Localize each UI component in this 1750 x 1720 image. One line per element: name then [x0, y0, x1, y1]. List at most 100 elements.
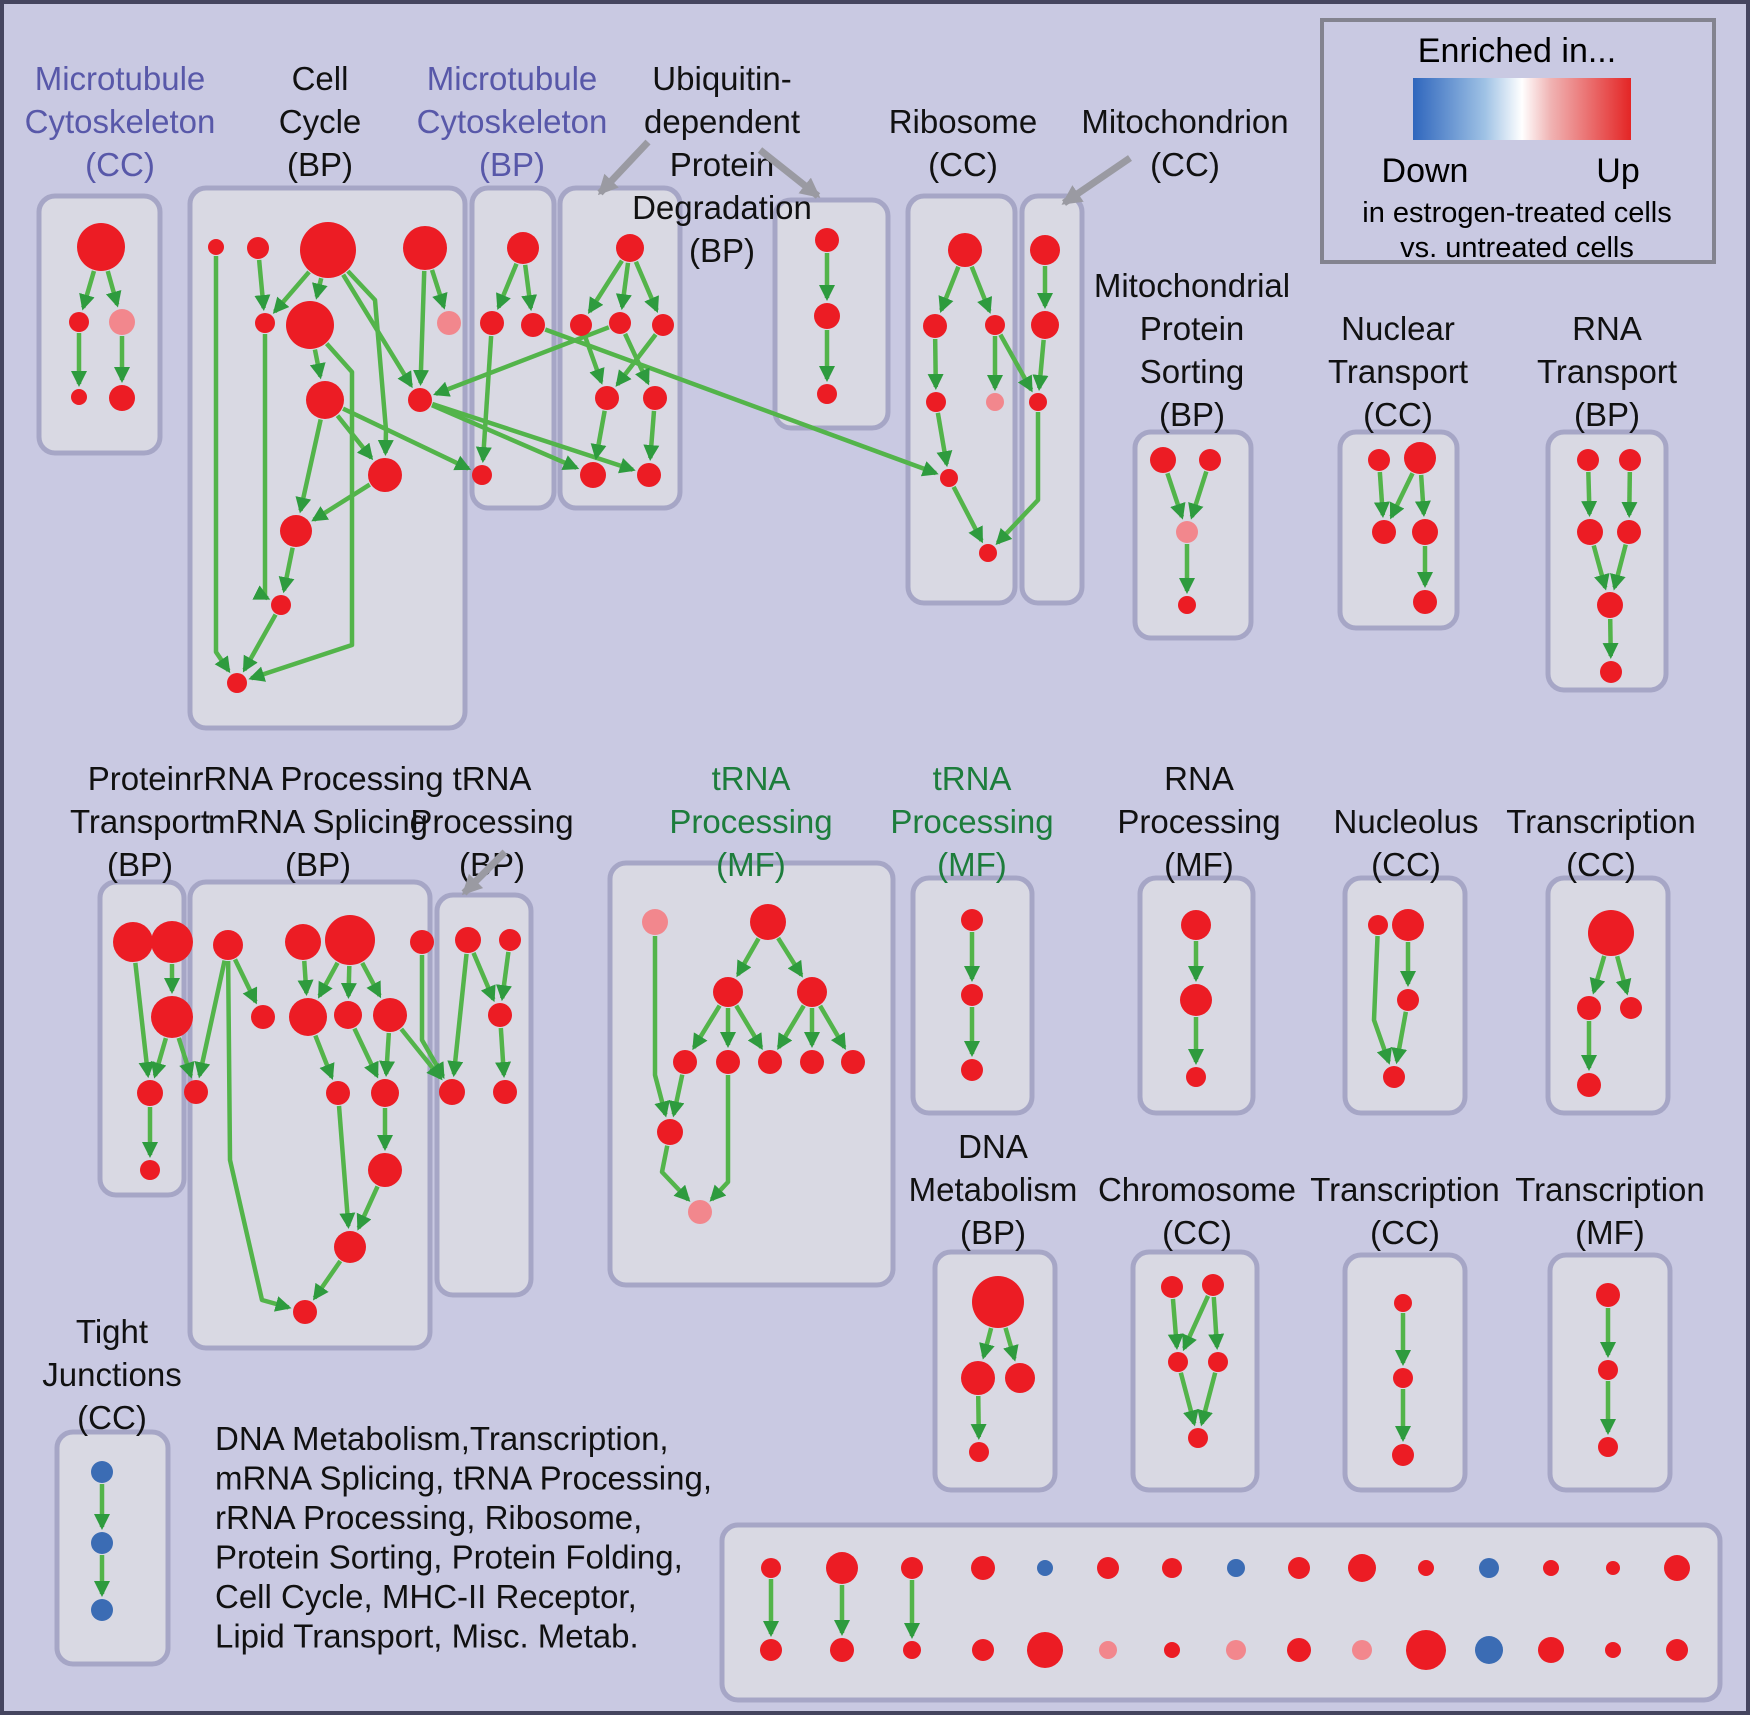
- go-term-node-h2: [1180, 984, 1212, 1016]
- legend-down-label: Down: [1382, 152, 1469, 190]
- legend-gradient-bar: [1413, 78, 1631, 140]
- edge-f2-f3: [735, 937, 761, 978]
- go-term-node-c12: [280, 515, 312, 547]
- legend-up-label: Up: [1596, 152, 1639, 190]
- go-term-node-d2: [961, 1361, 995, 1395]
- edge-c8-m4: [342, 406, 472, 471]
- label-pointer-arrow-1: [757, 147, 821, 199]
- go-term-node-q1: [1368, 449, 1390, 471]
- go-term-node-b4: [439, 1079, 465, 1105]
- edge-n3-n6: [317, 961, 340, 999]
- mixed-node-top-7: [1227, 1559, 1245, 1577]
- go-term-node-a4: [71, 389, 87, 405]
- go-term-node-r3: [985, 315, 1005, 335]
- go-term-node-u2: [609, 312, 631, 334]
- edge-n1-n13: [225, 960, 292, 1312]
- go-term-node-y3: [1598, 1437, 1618, 1457]
- edge-m2-m4: [475, 335, 494, 464]
- go-term-node-f5: [673, 1050, 697, 1074]
- go-term-node-q2: [1404, 442, 1436, 474]
- go-term-node-k1: [1161, 1276, 1183, 1298]
- mixed-node-top-11: [1479, 1558, 1499, 1578]
- go-term-node-n12: [334, 1231, 366, 1263]
- cluster-box-chromosome-box: [1130, 1249, 1260, 1493]
- mixed-node-top-8: [1288, 1557, 1310, 1579]
- go-term-node-r1: [948, 233, 982, 267]
- edge-f3-f5: [691, 1004, 722, 1051]
- edge-t4-t5: [1610, 544, 1628, 591]
- go-term-node-c4: [403, 226, 447, 270]
- go-term-node-f3: [713, 977, 743, 1007]
- go-term-node-n5: [251, 1005, 275, 1029]
- go-term-node-j3: [91, 1599, 113, 1621]
- edge-t2-t4: [1621, 471, 1638, 519]
- go-term-node-t5: [1597, 592, 1623, 618]
- go-term-node-u0: [616, 234, 644, 262]
- go-term-node-k4: [1208, 1352, 1228, 1372]
- legend: Enriched in... Down Up in estrogen-treat…: [1320, 18, 1716, 264]
- edge-b3-b5: [495, 1027, 512, 1079]
- go-term-node-f9: [841, 1050, 865, 1074]
- edge-n1-n5: [232, 958, 258, 1005]
- go-term-node-n11: [368, 1153, 402, 1187]
- cluster-label-dna-metabolism-bp: DNA Metabolism (BP): [909, 1128, 1078, 1251]
- edge-k1-k3: [1167, 1298, 1184, 1351]
- edge-n8-n10: [379, 1032, 396, 1078]
- go-term-node-c14: [227, 673, 247, 693]
- go-term-node-n7: [334, 1001, 362, 1029]
- go-term-node-q4: [1412, 519, 1438, 545]
- cluster-label-ubiquitin-dependent-protein-degradation-bp: Ubiquitin-dependent Protein Degradation (BP…: [632, 60, 812, 269]
- cluster-box-nuclear-transport-box: [1337, 429, 1460, 631]
- go-term-node-h1: [1181, 910, 1211, 940]
- cluster-box-tight-junctions-box: [54, 1429, 171, 1667]
- go-term-node-r7: [979, 544, 997, 562]
- cluster-label-trna-processing-mf-2: tRNA Processing (MF): [890, 760, 1053, 883]
- edge-p2-p3: [1188, 470, 1209, 520]
- mixed-node-bottom-0: [760, 1639, 782, 1661]
- go-term-node-c8: [306, 381, 344, 419]
- go-term-node-a3: [109, 309, 135, 335]
- edge-d1-d2: [979, 1327, 995, 1360]
- go-term-node-q3: [1372, 520, 1396, 544]
- edge-u5-u7: [643, 410, 660, 462]
- go-term-node-k3: [1168, 1352, 1188, 1372]
- edge-pt1-pt4: [133, 962, 155, 1079]
- edge-k4-k5: [1197, 1372, 1218, 1427]
- edge-f5-f10: [668, 1074, 685, 1118]
- note-text-line-3: Protein Sorting, Protein Folding,: [215, 1539, 683, 1576]
- mixed-node-bottom-13: [1605, 1642, 1621, 1658]
- go-term-node-u1: [570, 314, 592, 336]
- mixed-node-bottom-12: [1538, 1637, 1564, 1663]
- go-term-node-r4: [926, 392, 946, 412]
- mixed-node-bottom-4: [1027, 1632, 1063, 1668]
- edge-f3-f7: [734, 1004, 764, 1050]
- edge-m1-m2: [496, 262, 519, 311]
- edge-m3-r6: [544, 327, 939, 477]
- cluster-label-mitochondrial-protein-sorting-bp: Mitochondrial Protein Sorting (BP): [1094, 267, 1290, 433]
- go-term-node-c6: [286, 301, 334, 349]
- go-term-node-n4: [410, 930, 434, 954]
- mixed-node-bottom-3: [972, 1639, 994, 1661]
- cluster-label-protein-transport-bp: Protein Transport (BP): [70, 760, 210, 883]
- go-term-node-g1: [961, 909, 983, 931]
- go-term-node-m3: [521, 313, 545, 337]
- edge-r3-w3: [998, 333, 1034, 393]
- go-term-node-p1: [1150, 447, 1176, 473]
- cluster-label-ribosome-cc: Ribosome (CC): [889, 103, 1038, 183]
- edge-c8-c12: [295, 419, 323, 514]
- edge-t1-t3: [1581, 471, 1598, 518]
- go-term-node-c13: [271, 595, 291, 615]
- edge-r1-r3: [969, 265, 993, 314]
- mixed-node-top-0: [761, 1558, 781, 1578]
- go-term-node-k5: [1188, 1428, 1208, 1448]
- cluster-label-chromosome-cc: Chromosome (CC): [1098, 1171, 1296, 1251]
- edge-c4-c7: [429, 269, 448, 310]
- mixed-node-bottom-2: [903, 1641, 921, 1659]
- go-term-node-f6: [716, 1050, 740, 1074]
- go-term-node-j2: [91, 1532, 113, 1554]
- edge-c10-c12: [311, 482, 371, 522]
- mixed-node-bottom-5: [1099, 1641, 1117, 1659]
- edge-n9-n12: [336, 1105, 356, 1230]
- cluster-label-rna-transport-bp: RNA Transport (BP): [1537, 310, 1677, 433]
